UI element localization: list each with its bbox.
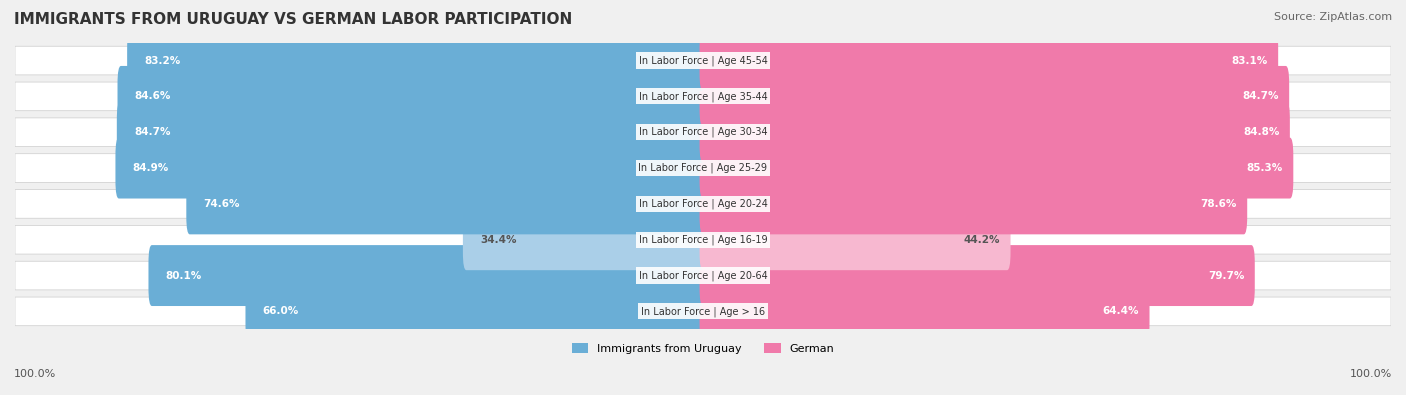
FancyBboxPatch shape (15, 154, 1391, 182)
FancyBboxPatch shape (700, 281, 1150, 342)
Text: 83.1%: 83.1% (1232, 56, 1268, 66)
FancyBboxPatch shape (700, 66, 1289, 127)
Text: In Labor Force | Age 20-64: In Labor Force | Age 20-64 (638, 270, 768, 281)
FancyBboxPatch shape (700, 245, 1254, 306)
FancyBboxPatch shape (700, 30, 1278, 91)
Text: IMMIGRANTS FROM URUGUAY VS GERMAN LABOR PARTICIPATION: IMMIGRANTS FROM URUGUAY VS GERMAN LABOR … (14, 12, 572, 27)
FancyBboxPatch shape (700, 209, 1011, 270)
Text: 84.7%: 84.7% (1243, 91, 1279, 102)
Text: 85.3%: 85.3% (1247, 163, 1284, 173)
Text: 84.8%: 84.8% (1243, 127, 1279, 137)
FancyBboxPatch shape (15, 118, 1391, 147)
Text: 79.7%: 79.7% (1208, 271, 1244, 280)
Text: 84.7%: 84.7% (134, 127, 170, 137)
FancyBboxPatch shape (118, 66, 706, 127)
FancyBboxPatch shape (700, 173, 1247, 234)
Text: 78.6%: 78.6% (1201, 199, 1237, 209)
FancyBboxPatch shape (246, 281, 706, 342)
FancyBboxPatch shape (15, 46, 1391, 75)
Text: In Labor Force | Age 16-19: In Labor Force | Age 16-19 (638, 235, 768, 245)
FancyBboxPatch shape (149, 245, 706, 306)
Text: 34.4%: 34.4% (479, 235, 516, 245)
Text: 44.2%: 44.2% (963, 235, 1000, 245)
FancyBboxPatch shape (15, 297, 1391, 326)
Text: In Labor Force | Age 20-24: In Labor Force | Age 20-24 (638, 199, 768, 209)
Text: In Labor Force | Age 25-29: In Labor Force | Age 25-29 (638, 163, 768, 173)
Text: 100.0%: 100.0% (1350, 369, 1392, 379)
FancyBboxPatch shape (15, 261, 1391, 290)
Text: 83.2%: 83.2% (145, 56, 180, 66)
Text: 66.0%: 66.0% (263, 307, 299, 316)
FancyBboxPatch shape (463, 209, 706, 270)
Text: 84.9%: 84.9% (132, 163, 169, 173)
FancyBboxPatch shape (115, 137, 706, 199)
Text: 64.4%: 64.4% (1102, 307, 1139, 316)
FancyBboxPatch shape (117, 102, 706, 163)
Text: In Labor Force | Age 45-54: In Labor Force | Age 45-54 (638, 55, 768, 66)
FancyBboxPatch shape (15, 226, 1391, 254)
FancyBboxPatch shape (127, 30, 706, 91)
Text: 80.1%: 80.1% (166, 271, 202, 280)
Text: In Labor Force | Age 35-44: In Labor Force | Age 35-44 (638, 91, 768, 102)
Text: Source: ZipAtlas.com: Source: ZipAtlas.com (1274, 12, 1392, 22)
Text: 100.0%: 100.0% (14, 369, 56, 379)
FancyBboxPatch shape (700, 102, 1289, 163)
FancyBboxPatch shape (700, 137, 1294, 199)
Text: In Labor Force | Age > 16: In Labor Force | Age > 16 (641, 306, 765, 317)
Text: 74.6%: 74.6% (204, 199, 240, 209)
Text: In Labor Force | Age 30-34: In Labor Force | Age 30-34 (638, 127, 768, 137)
FancyBboxPatch shape (15, 82, 1391, 111)
FancyBboxPatch shape (187, 173, 706, 234)
Text: 84.6%: 84.6% (135, 91, 172, 102)
Legend: Immigrants from Uruguay, German: Immigrants from Uruguay, German (567, 339, 839, 358)
FancyBboxPatch shape (15, 190, 1391, 218)
